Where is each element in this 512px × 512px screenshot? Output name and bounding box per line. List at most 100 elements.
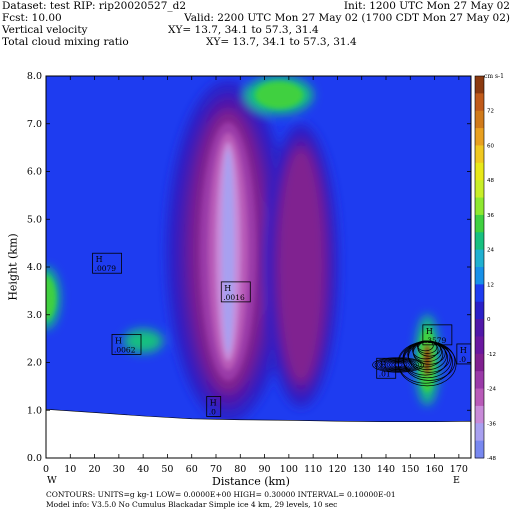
x-tick-label-90: 90: [259, 464, 271, 475]
colorbar-label-60: 60: [487, 143, 494, 149]
maximum-marker-0: H.0079: [92, 252, 122, 274]
colorbar-swatch-11: [475, 267, 484, 285]
colorbar-swatch-8: [475, 214, 484, 233]
x-tick-label-160: 160: [426, 464, 444, 475]
cloud-contour-13: [398, 341, 457, 387]
west-label: W: [47, 475, 57, 486]
x-tick-label-30: 30: [113, 464, 125, 475]
maximum-symbol-6: H: [460, 346, 467, 355]
cloud-contour-low-3: [386, 360, 410, 369]
cloud-contour-low-8: [374, 357, 422, 372]
y-tick-label-8.0: 8.0: [27, 71, 42, 82]
colorbar-swatch-16: [475, 353, 484, 372]
maximum-symbol-5: H: [426, 327, 433, 336]
maximum-box-0: [92, 252, 122, 274]
maximum-symbol-2: H: [115, 336, 122, 345]
y-axis-title: Height (km): [6, 233, 20, 301]
colorbar: 72 60 48 36 24 12 0 -12 -24 -36 -48: [474, 75, 496, 462]
east-label: E: [453, 475, 460, 486]
colorbar-swatch-6: [475, 180, 484, 199]
maximum-marker-2: H.0062: [111, 333, 142, 355]
updraft-east-level-2: [277, 148, 325, 384]
cloud-contour-low-9: [372, 357, 425, 373]
x-tick-label-60: 60: [186, 464, 198, 475]
x-axis-title: Distance (km): [212, 475, 290, 488]
y-tick-label-2.0: 2.0: [27, 358, 42, 369]
contour-info: CONTOURS: UNITS=g kg-1 LOW= 0.0000E+00 H…: [46, 490, 396, 499]
colorbar-swatch-5: [475, 162, 484, 181]
colorbar-swatch-20: [475, 423, 484, 442]
field-name-cloud: Total cloud mixing ratio: [2, 36, 129, 48]
x-tick-label-70: 70: [210, 464, 222, 475]
colorbar-swatch-13: [475, 301, 484, 320]
maximum-box-3: [206, 396, 222, 417]
x-tick-label-130: 130: [353, 464, 371, 475]
x-tick-label-100: 100: [280, 464, 298, 475]
maximum-marker-1: H.0016: [220, 281, 251, 303]
vertical-velocity-field: [46, 76, 440, 423]
cloud-contour-low-7: [377, 358, 420, 372]
x-tick-label-0: 0: [43, 464, 49, 475]
x-tick-label-10: 10: [64, 464, 76, 475]
colorbar-swatch-2: [475, 110, 484, 129]
cloud-mixing-contours: [372, 340, 457, 387]
x-tick-label-20: 20: [89, 464, 101, 475]
y-tick-label-0.0: 0.0: [27, 453, 42, 464]
colorbar-swatch-7: [475, 197, 484, 216]
x-tick-label-40: 40: [137, 464, 149, 475]
cloud-contour-low-6: [379, 358, 417, 371]
forecast-hour: Fcst: 10.00: [2, 12, 62, 24]
colorbar-label-24: 24: [487, 248, 494, 254]
colorbar-frame: [474, 75, 485, 459]
cross-section-endpoints-2: XY= 13.7, 34.1 to 57.3, 31.4: [206, 36, 357, 48]
maximum-marker-5: H.3579: [422, 324, 453, 346]
x-tick-label-150: 150: [401, 464, 419, 475]
maximum-value-3: .0: [209, 407, 216, 416]
y-tick-label-7.0: 7.0: [27, 119, 42, 130]
cloud-contour-low-4: [384, 360, 413, 370]
model-info: Model info: V3.5.0 No Cumulus Blackadar …: [46, 500, 338, 509]
colorbar-swatch-17: [475, 371, 484, 390]
colorbar-label--48: -48: [487, 456, 496, 462]
x-tick-label-50: 50: [161, 464, 173, 475]
colorbar-label-0: 0: [487, 317, 491, 323]
x-tick-label-120: 120: [328, 464, 346, 475]
colorbar-swatch-15: [475, 336, 484, 355]
colorbar-swatch-12: [475, 284, 484, 303]
colorbar-swatch-10: [475, 249, 484, 268]
colorbar-swatch-18: [475, 388, 484, 407]
colorbar-swatch-0: [475, 76, 484, 94]
dataset-label: Dataset: test RIP: rip20020527_d2: [2, 0, 187, 12]
cloud-contour-low-0: [393, 362, 403, 368]
colorbar-units: cm s-1: [484, 73, 504, 80]
cloud-contour-low-5: [381, 359, 415, 371]
y-tick-label-1.0: 1.0: [27, 405, 42, 416]
y-tick-label-5.0: 5.0: [27, 214, 42, 225]
field-name-velocity: Vertical velocity: [2, 24, 88, 36]
y-tick-label-4.0: 4.0: [27, 262, 42, 273]
updraft-central-level-6: [221, 149, 235, 354]
maximum-box-5: [422, 324, 453, 346]
maximum-value-1: .0016: [223, 293, 245, 302]
maximum-symbol-4: H: [380, 360, 387, 369]
cloud-contour-low-1: [391, 361, 405, 368]
colorbar-label--24: -24: [487, 387, 496, 393]
y-tick-label-6.0: 6.0: [27, 167, 42, 178]
colorbar-swatch-9: [475, 232, 484, 251]
maximum-marker-4: H.01: [376, 357, 397, 379]
cloud-contour-low-2: [389, 361, 408, 369]
x-tick-label-80: 80: [234, 464, 246, 475]
colorbar-swatch-14: [475, 319, 484, 337]
valid-time: Valid: 2200 UTC Mon 27 May 02 (1700 CDT …: [184, 12, 510, 24]
x-tick-label-110: 110: [304, 464, 322, 475]
maximum-marker-3: H.0: [206, 396, 222, 417]
maximum-box-1: [220, 281, 251, 303]
colorbar-swatch-21: [475, 440, 484, 459]
maximum-symbol-1: H: [224, 284, 231, 293]
downdraft-west-level-1: [46, 276, 56, 320]
cross-section-endpoints-1: XY= 13.7, 34.1 to 57.3, 31.4: [168, 24, 319, 36]
maximum-symbol-0: H: [96, 255, 103, 264]
colorbar-label-36: 36: [487, 213, 494, 219]
maximum-value-5: .3579: [425, 336, 447, 345]
colorbar-label--12: -12: [487, 352, 496, 358]
